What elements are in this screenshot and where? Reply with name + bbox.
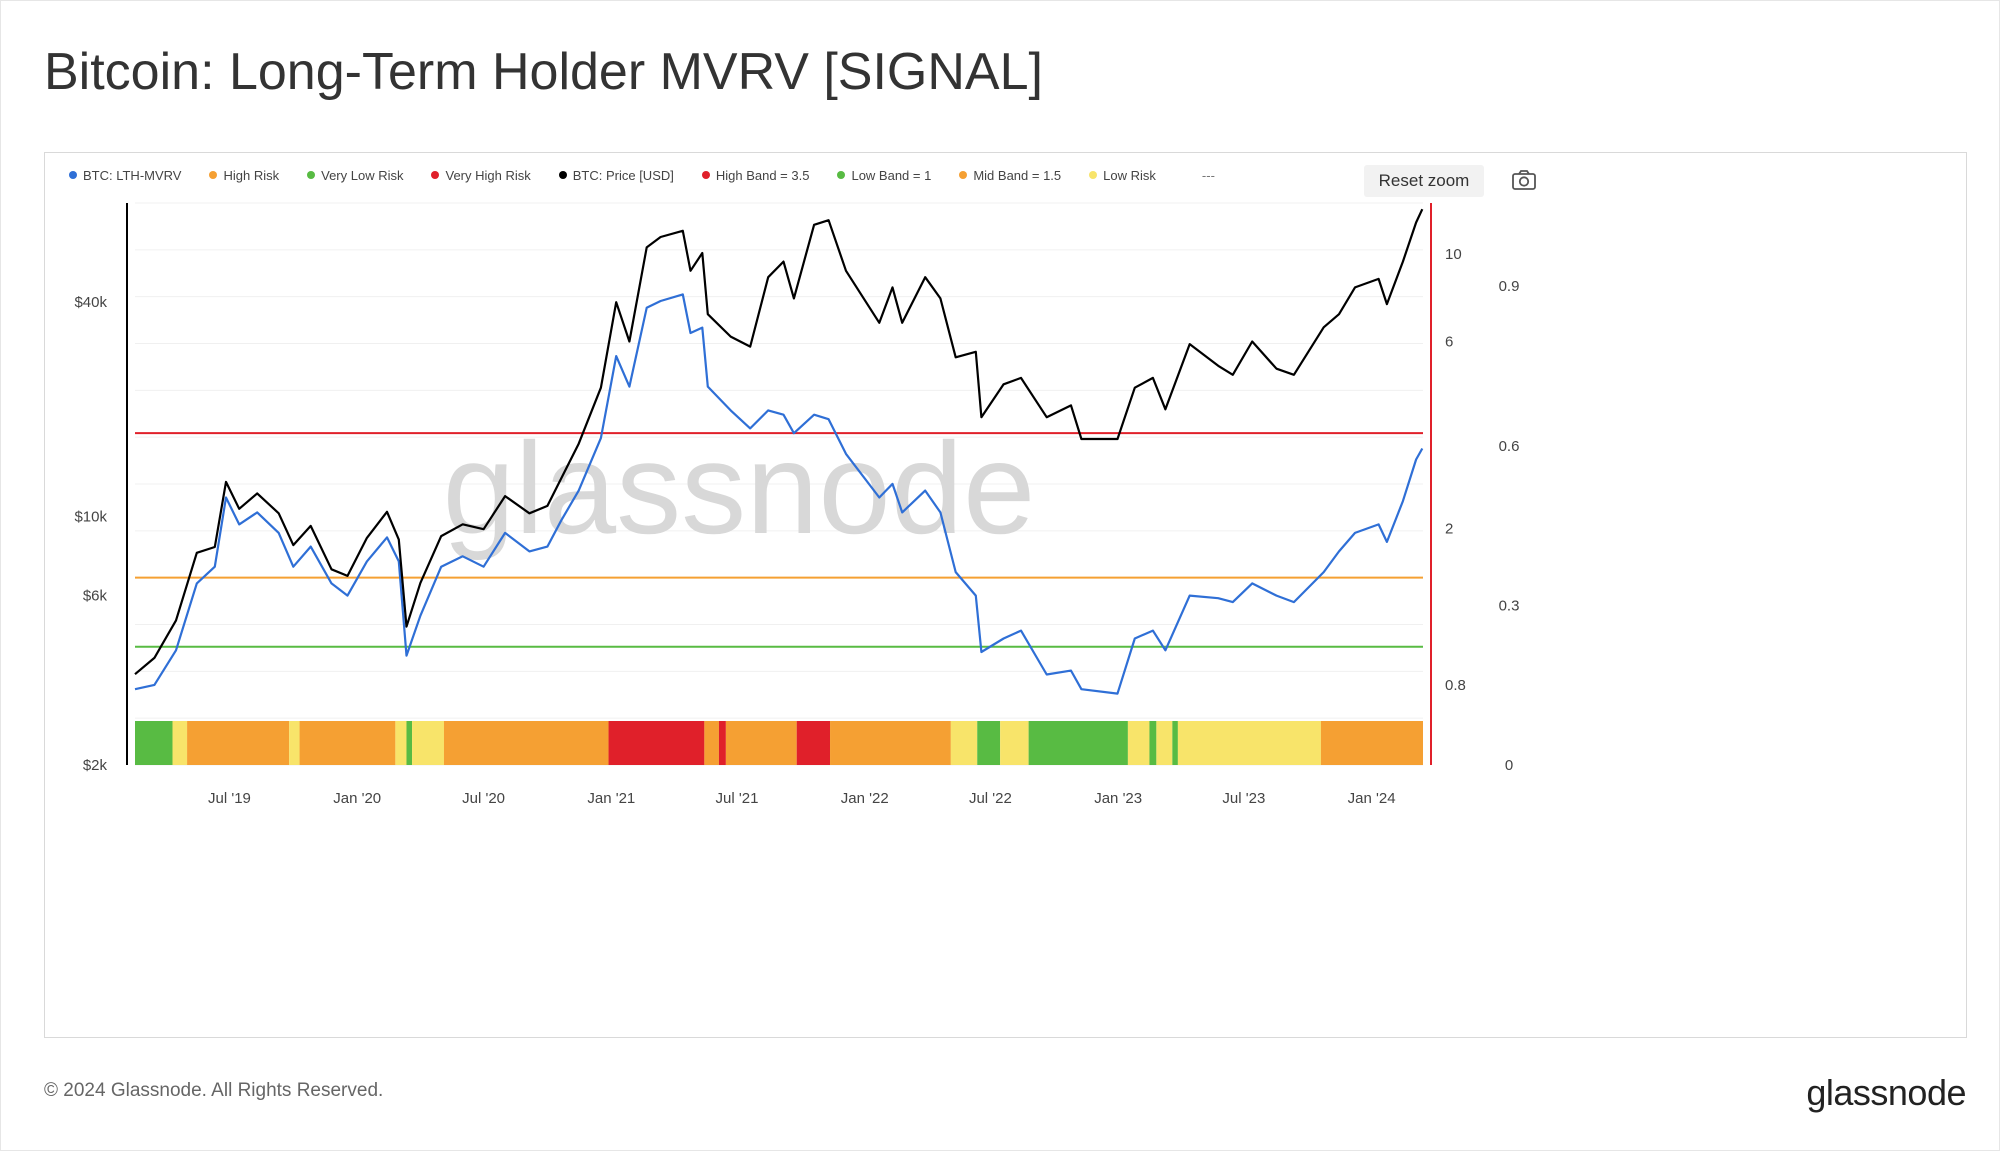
legend-item[interactable]: Mid Band = 1.5 [959, 168, 1061, 183]
legend-item[interactable]: High Band = 3.5 [701, 167, 810, 183]
watermark: glassnode [443, 415, 1036, 561]
camera-icon[interactable] [1511, 169, 1537, 191]
signal-tick-label: 0 [1505, 757, 1513, 774]
legend-label: BTC: Price [USD] [572, 167, 674, 183]
legend-label: BTC: LTH-MVRV [83, 167, 182, 183]
legend-item[interactable]: Low Risk [1089, 168, 1156, 183]
legend-marker [307, 171, 316, 179]
legend-item[interactable]: BTC: LTH-MVRV [69, 168, 181, 183]
price-tick-label: $6k [83, 587, 108, 604]
series-line [134, 208, 1424, 676]
chart-plot[interactable]: glassnode $2k $6k $10k $40k 0.8 2 6 10 0 0.3 0.6 0.9… [45, 153, 1966, 1037]
legend-marker [209, 171, 218, 179]
signal-bar [950, 721, 978, 765]
signal-bar [830, 721, 951, 765]
legend-item[interactable]: Very High Risk [431, 167, 531, 183]
signal-bar [1320, 721, 1423, 765]
signal-bar [704, 721, 719, 765]
x-tick-label: Jul '23 [1222, 790, 1265, 807]
price-tick-label: $2k [83, 757, 108, 774]
signal-bar [977, 721, 1001, 765]
footer-copyright: © 2024 Glassnode. All Rights Reserved. [44, 1080, 384, 1101]
signal-bar [135, 721, 173, 765]
legend-marker [558, 171, 567, 179]
legend-item[interactable]: BTC: Price [USD] [558, 167, 674, 183]
legend-label: Very Low Risk [321, 167, 404, 183]
price-tick-label: $10k [74, 508, 107, 525]
legend-label: High Band = 3.5 [715, 167, 810, 183]
legend-marker [959, 171, 968, 179]
signal-bar [1028, 721, 1128, 765]
legend-label: Mid Band = 1.5 [973, 167, 1062, 183]
legend-more[interactable]: --- [1201, 167, 1215, 183]
legend-marker [837, 171, 846, 179]
mvrv-tick-label: 10 [1445, 246, 1462, 263]
legend-marker [69, 171, 77, 179]
mvrv-tick-label: 2 [1445, 521, 1453, 538]
chart-container: BTC: LTH-MVRV High Risk Very Low Risk Very … [44, 152, 1967, 1038]
signal-bar [796, 721, 831, 765]
legend-label: High Risk [223, 167, 280, 183]
signal-bar [1156, 721, 1173, 765]
legend-marker [701, 171, 710, 179]
footer-logo: glassnode [1806, 1072, 1966, 1113]
signal-bar [412, 721, 444, 765]
signal-bar [1177, 721, 1321, 765]
legend-item[interactable]: Low Band = 1 [837, 168, 931, 183]
signal-bar [1127, 721, 1150, 765]
reset-zoom-button[interactable]: Reset zoom [1364, 165, 1484, 197]
x-tick-label: Jan '24 [1348, 790, 1396, 807]
x-tick-label: Jul '21 [716, 790, 759, 807]
signal-bar [443, 721, 609, 765]
x-tick-label: Jul '20 [462, 790, 505, 807]
signal-bar [187, 721, 290, 765]
signal-bar [395, 721, 407, 765]
legend-label: Low Risk [1103, 167, 1156, 183]
signal-bar [608, 721, 705, 765]
signal-bar [1000, 721, 1029, 765]
signal-bar [725, 721, 797, 765]
signal-bar [1149, 721, 1157, 765]
signal-bar [172, 721, 188, 765]
x-tick-label: Jul '19 [208, 790, 251, 807]
legend-item[interactable]: Very Low Risk [307, 168, 403, 183]
x-tick-label: Jul '22 [969, 790, 1012, 807]
legend: BTC: LTH-MVRV High Risk Very Low Risk Very … [69, 163, 1215, 187]
signal-tick-label: 0.6 [1499, 438, 1520, 455]
legend-marker [1089, 171, 1098, 179]
signal-tick-label: 0.9 [1499, 278, 1520, 295]
legend-label: Low Band = 1 [851, 167, 932, 183]
legend-marker [431, 171, 440, 179]
x-tick-label: Jan '21 [587, 790, 635, 807]
mvrv-tick-label: 6 [1445, 333, 1453, 350]
legend-label: Very High Risk [445, 167, 531, 183]
signal-bar [299, 721, 396, 765]
legend-item[interactable]: High Risk [209, 168, 279, 183]
series-line [134, 293, 1424, 695]
signal-tick-label: 0.3 [1499, 597, 1520, 614]
x-tick-label: Jan '22 [841, 790, 889, 807]
signal-bar [289, 721, 300, 765]
price-tick-label: $40k [74, 294, 107, 311]
signal-bar [718, 721, 726, 765]
signal-bar [406, 721, 413, 765]
signal-bar [1172, 721, 1178, 765]
page-title: Bitcoin: Long-Term Holder MVRV [SIGNAL] [44, 43, 1043, 101]
x-tick-label: Jan '23 [1094, 790, 1142, 807]
x-tick-label: Jan '20 [333, 790, 381, 807]
mvrv-tick-label: 0.8 [1445, 677, 1466, 694]
